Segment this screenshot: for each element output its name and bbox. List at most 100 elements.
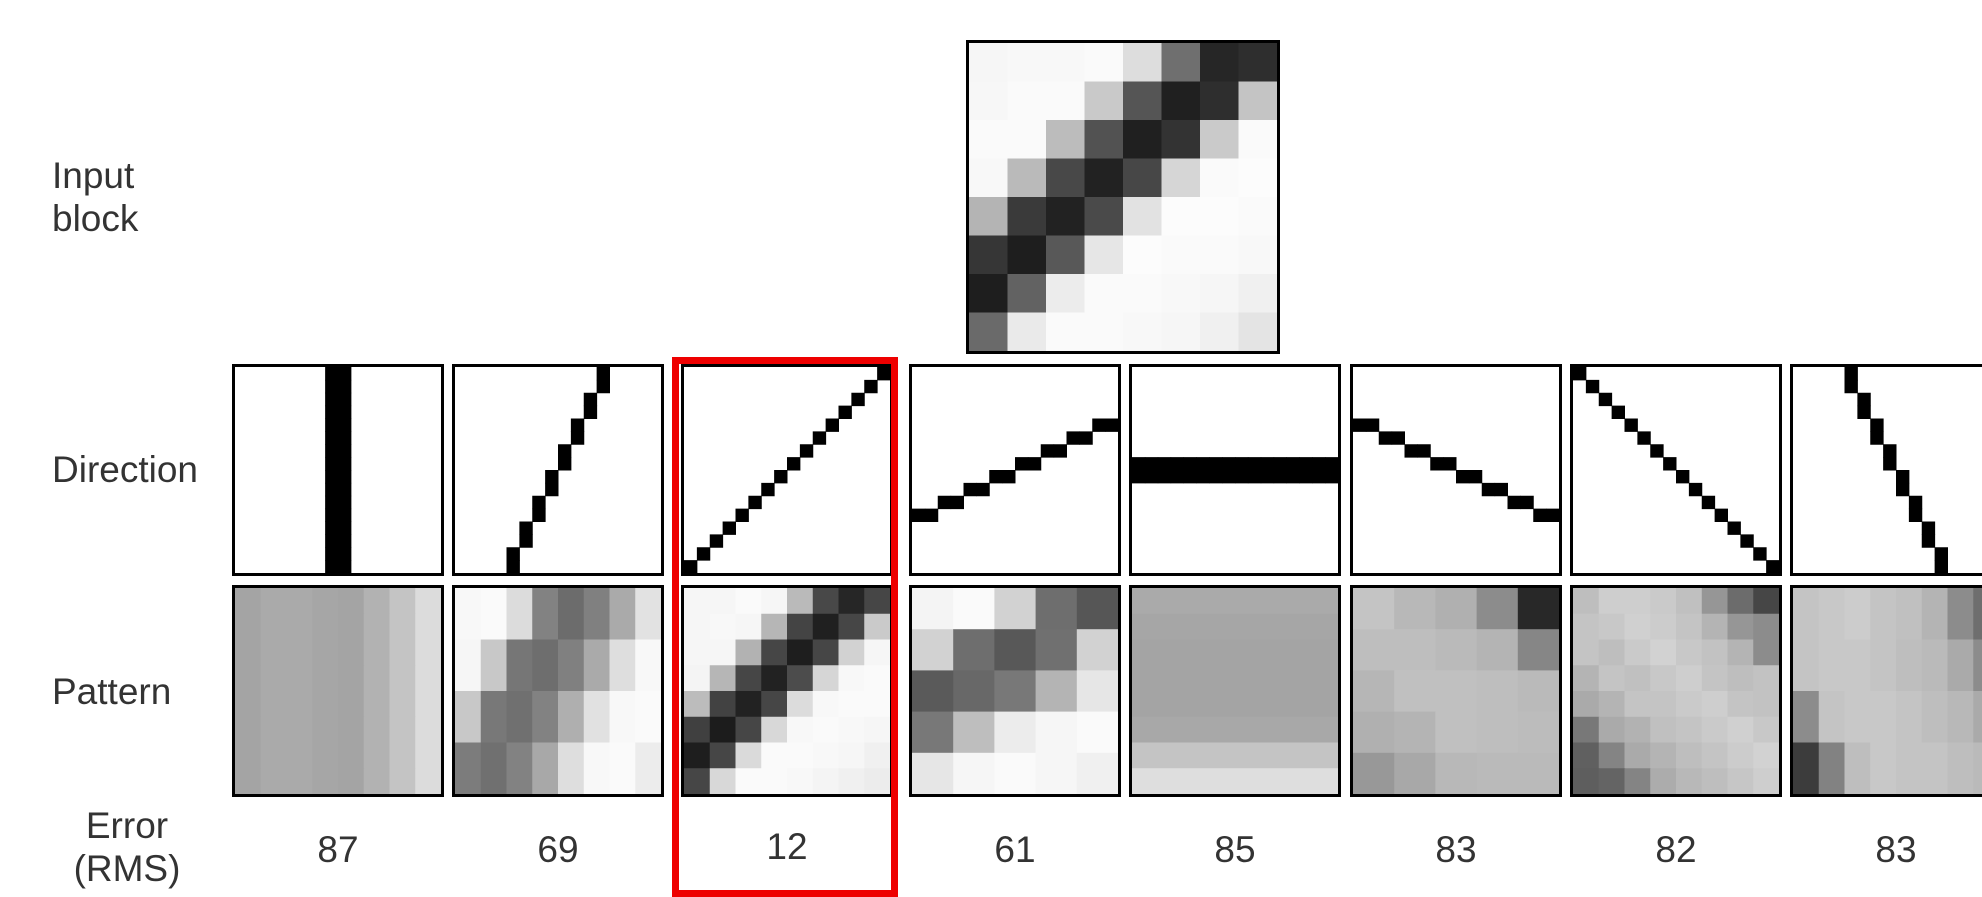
direction-stroke-cell <box>1184 457 1197 470</box>
pattern-cell <box>287 665 313 691</box>
pattern-cell <box>610 743 636 795</box>
input-block-cell <box>1046 120 1085 159</box>
direction-shallow-up <box>909 364 1121 576</box>
pattern-cell <box>261 717 287 743</box>
direction-stroke-cell <box>877 367 890 380</box>
pattern-cell <box>1435 712 1477 754</box>
pattern-cell <box>1518 588 1560 630</box>
pattern-cell <box>287 614 313 640</box>
pattern-cell <box>1728 614 1754 640</box>
input-block-cell <box>1008 236 1047 275</box>
pattern-cell <box>1702 588 1728 614</box>
pattern-cell <box>635 588 661 640</box>
pattern-cell <box>312 614 338 640</box>
pattern-cell <box>1922 640 1948 692</box>
pattern-cell <box>1676 717 1702 743</box>
pattern-cell <box>1625 743 1651 769</box>
pattern-cell <box>1132 717 1339 743</box>
direction-stroke-cell <box>1443 457 1456 470</box>
pattern-cell <box>415 588 441 614</box>
input-block-cell <box>1162 82 1201 121</box>
pattern-cell <box>1948 691 1974 743</box>
direction-stroke-cell <box>1002 470 1015 483</box>
direction-stroke-cell <box>1883 457 1896 470</box>
pattern-cell <box>839 614 865 640</box>
pattern-cell <box>684 691 710 717</box>
pattern-cell <box>1702 717 1728 743</box>
pattern-cell <box>710 640 736 666</box>
direction-stroke-cell <box>338 547 351 560</box>
input-block-cell <box>1085 82 1124 121</box>
direction-stroke-cell <box>1495 483 1508 496</box>
direction-stroke-cell <box>338 380 351 393</box>
pattern-cell <box>1845 743 1871 795</box>
input-block-cell <box>1085 197 1124 236</box>
direction-stroke-cell <box>338 419 351 432</box>
pattern-cell <box>1573 640 1599 666</box>
pattern-cell <box>736 691 762 717</box>
direction-stroke-cell <box>989 470 1002 483</box>
direction-stroke-cell <box>1079 431 1092 444</box>
input-block-cell <box>1085 313 1124 352</box>
pattern-cell <box>710 743 736 769</box>
input-block-cell <box>1046 159 1085 198</box>
direction-stroke-cell <box>1482 483 1495 496</box>
pattern-cell <box>839 768 865 794</box>
direction-stroke-cell <box>1469 470 1482 483</box>
pattern-cell <box>1676 743 1702 769</box>
pattern-cell <box>839 743 865 769</box>
pattern-cell <box>1132 588 1339 614</box>
pattern-cell <box>839 588 865 614</box>
pattern-cell <box>1948 743 1974 795</box>
pattern-cell <box>1753 588 1779 614</box>
direction-stroke-cell <box>736 509 749 522</box>
input-block-cell <box>1162 159 1201 198</box>
direction-stroke-cell <box>338 483 351 496</box>
pattern-cell <box>338 768 364 794</box>
pattern-cell <box>761 588 787 614</box>
direction-stroke-cell <box>325 496 338 509</box>
direction-stroke-cell <box>1663 457 1676 470</box>
pattern-cell <box>912 670 954 712</box>
direction-stroke-cell <box>1379 431 1392 444</box>
direction-stroke-cell <box>864 380 877 393</box>
input-block-cell <box>1162 43 1201 82</box>
pattern-cell <box>1845 691 1871 743</box>
pattern-cell <box>1793 691 1819 743</box>
pattern-cell <box>338 640 364 666</box>
input-block-cell <box>1239 313 1278 352</box>
pattern-cell <box>1625 614 1651 640</box>
pattern-cell <box>761 640 787 666</box>
input-block-cell <box>1239 120 1278 159</box>
pattern-label: Pattern <box>52 670 171 713</box>
pattern-cell <box>1625 717 1651 743</box>
input-block-cell <box>1200 197 1239 236</box>
input-block-cell <box>1046 313 1085 352</box>
pattern-cell <box>1573 717 1599 743</box>
direction-stroke-cell <box>1508 496 1521 509</box>
direction-stroke-cell <box>1896 470 1909 483</box>
pattern-cell <box>736 614 762 640</box>
pattern-cell <box>1394 712 1436 754</box>
pattern-cell <box>710 665 736 691</box>
pattern-cell <box>455 743 481 795</box>
direction-stroke-cell <box>1209 470 1222 483</box>
pattern-cell <box>481 640 507 692</box>
pattern-cell <box>1728 743 1754 769</box>
pattern-cell <box>1896 640 1922 692</box>
pattern-cell <box>787 665 813 691</box>
pattern-cell <box>415 743 441 769</box>
pattern-cell <box>1753 614 1779 640</box>
pattern-cell <box>953 753 995 795</box>
pattern-cell <box>761 691 787 717</box>
pattern-cell <box>532 640 558 692</box>
pattern-cell <box>287 640 313 666</box>
direction-stroke-cell <box>338 431 351 444</box>
pattern-cell <box>1036 753 1078 795</box>
pattern-cell <box>994 753 1036 795</box>
pattern-cell <box>912 712 954 754</box>
pattern-cell <box>787 640 813 666</box>
input-block-cell <box>1162 120 1201 159</box>
pattern-cell <box>235 665 261 691</box>
pattern-cell <box>584 640 610 692</box>
